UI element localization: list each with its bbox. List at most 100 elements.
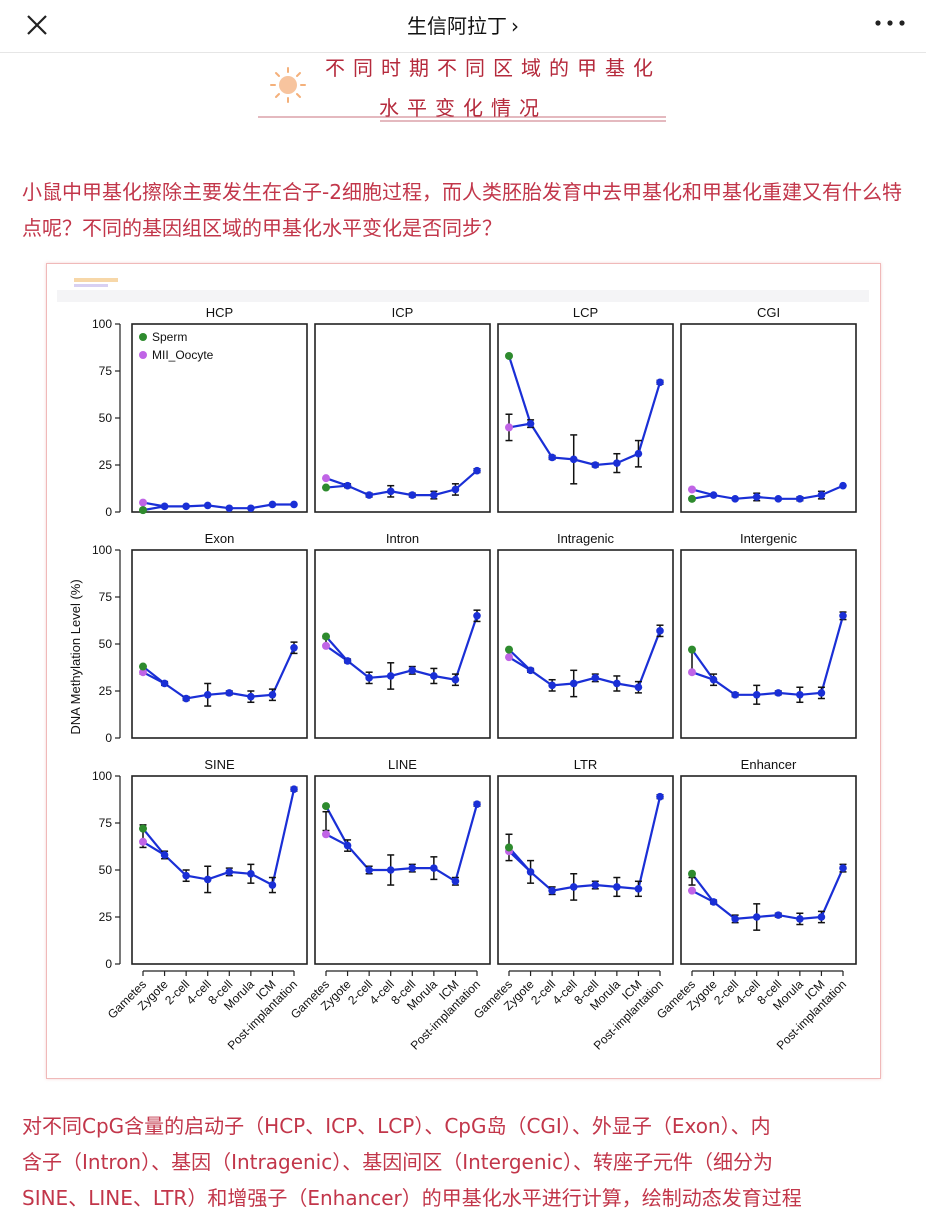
data-point xyxy=(839,612,847,620)
data-point xyxy=(634,683,643,692)
oocyte-point xyxy=(505,423,513,432)
data-point xyxy=(796,495,804,503)
sperm-connector xyxy=(691,648,715,681)
y-tick-label: 25 xyxy=(99,458,113,472)
panel-frame-intergenic xyxy=(680,549,857,739)
panel-title-ltr: LTR xyxy=(574,757,598,772)
chevron-right-icon[interactable]: › xyxy=(511,14,519,38)
top-bar: 生信阿拉丁 › xyxy=(0,0,926,53)
sperm-connector xyxy=(325,635,349,662)
sperm-connector xyxy=(325,805,349,847)
data-point xyxy=(160,851,169,859)
y-tick-label: 100 xyxy=(92,317,112,331)
y-tick-label: 0 xyxy=(105,731,112,745)
panel-frame-enhancer xyxy=(680,775,857,965)
sun-icon xyxy=(270,67,306,103)
y-tick-label: 50 xyxy=(99,863,113,877)
more-icon[interactable] xyxy=(872,12,908,34)
panel-title-intragenic: Intragenic xyxy=(557,531,615,546)
data-point xyxy=(182,694,190,703)
data-point xyxy=(731,915,739,923)
section-heading: 不同时期不同区域的甲基化 水平变化情况 xyxy=(0,52,926,142)
data-point xyxy=(569,883,578,891)
sperm-point xyxy=(505,843,513,852)
oocyte-connector xyxy=(691,889,715,903)
bottom-paragraph: 对不同CpG含量的启动子（HCP、ICP、LCP）、CpG岛（CGI）、外显子（… xyxy=(22,1108,902,1216)
data-point xyxy=(634,449,643,458)
data-point xyxy=(247,504,255,513)
data-point xyxy=(247,869,255,878)
heading-line-2: 水平变化情况 xyxy=(379,96,547,120)
oocyte-connector xyxy=(325,644,349,662)
data-point xyxy=(591,674,600,682)
oocyte-point xyxy=(688,668,696,677)
data-point xyxy=(731,690,739,699)
data-point xyxy=(408,666,417,675)
y-tick-label: 100 xyxy=(92,543,112,557)
panel-title-exon: Exon xyxy=(205,531,235,546)
y-tick-label: 50 xyxy=(99,637,113,651)
data-point xyxy=(752,690,761,699)
panel-frame-lcp xyxy=(497,323,674,513)
oocyte-point xyxy=(322,641,330,650)
panel-frame-intron xyxy=(314,549,491,739)
data-point xyxy=(613,679,621,688)
intro-paragraph: 小鼠中甲基化擦除主要发生在合子-2细胞过程，而人类胚胎发育中去甲基化和甲基化重建… xyxy=(22,180,902,240)
data-point xyxy=(613,883,621,891)
data-point xyxy=(430,864,438,872)
data-point xyxy=(656,627,664,635)
sperm-connector xyxy=(507,355,532,424)
data-point xyxy=(203,501,212,510)
data-point xyxy=(290,643,298,652)
data-point xyxy=(343,481,352,490)
data-point xyxy=(430,491,438,499)
series-line-ltr xyxy=(529,796,662,892)
heading-line-1: 不同时期不同区域的甲基化 xyxy=(325,56,661,80)
data-point xyxy=(709,898,718,906)
methylation-figure: DNA Methylation Level (%) HCP 0 25 50 75 100 Sp… xyxy=(46,263,881,1079)
y-tick-label: 25 xyxy=(99,910,113,924)
account-name[interactable]: 生信阿拉丁 xyxy=(407,14,507,38)
y-tick-label: 0 xyxy=(105,957,112,971)
data-point xyxy=(386,866,395,874)
account-title[interactable]: 生信阿拉丁 › xyxy=(0,10,926,39)
data-point xyxy=(473,612,481,620)
y-tick-label: 100 xyxy=(92,769,112,783)
data-point xyxy=(386,487,395,496)
panel-title-intron: Intron xyxy=(386,531,419,546)
y-tick-label: 50 xyxy=(99,411,113,425)
data-point xyxy=(774,911,783,919)
close-icon[interactable] xyxy=(20,8,54,42)
data-point xyxy=(160,679,169,688)
data-point xyxy=(774,495,783,503)
data-point xyxy=(796,915,804,923)
data-point xyxy=(591,881,600,889)
data-point xyxy=(709,491,718,499)
data-point xyxy=(569,679,578,688)
sperm-point xyxy=(139,506,147,515)
data-point xyxy=(160,502,169,511)
bottom-line-1: 对不同CpG含量的启动子（HCP、ICP、LCP）、CpG岛（CGI）、外显子（… xyxy=(22,1114,771,1138)
data-point xyxy=(290,785,298,793)
y-tick-label: 75 xyxy=(99,364,113,378)
data-point xyxy=(796,690,804,699)
panel-title-line: LINE xyxy=(388,757,417,772)
data-point xyxy=(365,674,373,682)
oocyte-connector xyxy=(508,850,532,873)
legend-sperm-marker xyxy=(139,333,147,341)
data-point xyxy=(247,692,255,701)
panel-frame-line xyxy=(314,775,491,965)
data-point xyxy=(731,495,739,503)
data-point xyxy=(839,864,847,872)
y-tick-label: 75 xyxy=(99,590,113,604)
figure-deco-bar-1 xyxy=(74,278,118,282)
sperm-connector xyxy=(691,873,715,903)
oocyte-point xyxy=(505,653,513,662)
panel-title-hcp: HCP xyxy=(206,305,233,320)
figure-deco-bar-2 xyxy=(74,284,108,287)
sperm-point xyxy=(139,824,147,833)
panel-frame-icp xyxy=(314,323,491,513)
data-point xyxy=(752,493,761,501)
data-point xyxy=(408,491,417,499)
legend-sperm-label: Sperm xyxy=(152,330,187,344)
